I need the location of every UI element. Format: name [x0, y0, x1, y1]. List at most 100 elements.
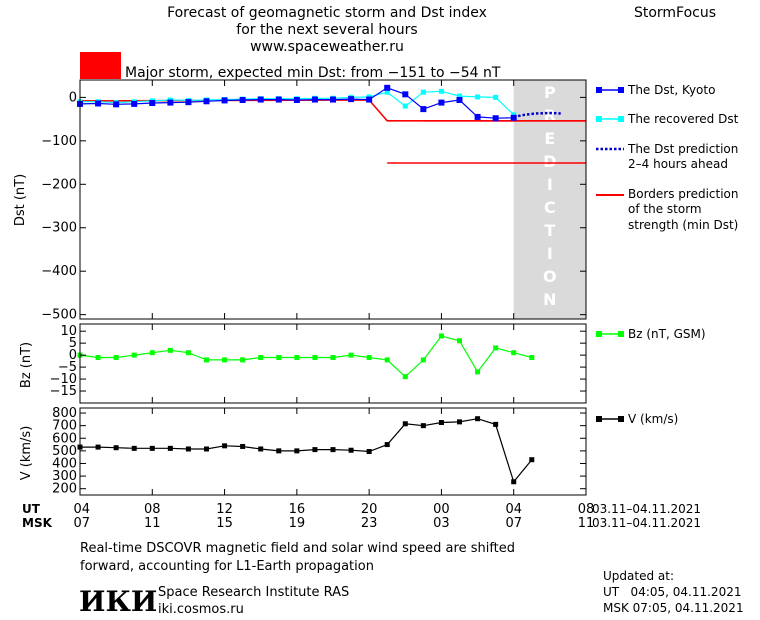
- msk-row-label: MSK: [22, 516, 53, 530]
- x-tick-label-ut: 08: [578, 502, 595, 517]
- y-tick-label: 800: [52, 406, 77, 421]
- bz-point: [348, 352, 354, 358]
- dst-axis-label: Dst (nT): [13, 174, 28, 226]
- y-tick-label: −15: [50, 384, 77, 399]
- y-tick-label: −200: [41, 177, 77, 192]
- dst-kyoto-point: [185, 99, 192, 106]
- x-tick-label-msk: 11: [578, 516, 595, 531]
- site-url: www.spaceweather.ru: [250, 39, 404, 55]
- dst-kyoto-point: [293, 96, 300, 103]
- y-tick-label: 500: [52, 444, 77, 459]
- brand-name: StormFocus: [634, 5, 716, 21]
- legend-borders-label-3: strength (min Dst): [628, 218, 738, 232]
- dst-kyoto-point: [510, 114, 517, 121]
- chart-subtitle: for the next several hours: [236, 22, 417, 38]
- bz-point: [420, 357, 426, 363]
- y-tick-label: 600: [52, 431, 77, 446]
- prediction-band-letter: R: [544, 106, 556, 125]
- bz-line: [79, 335, 532, 378]
- ut-date-range: 03.11–04.11.2021: [592, 502, 701, 516]
- y-tick-label: 0: [69, 90, 77, 105]
- dst-kyoto-point: [203, 98, 210, 105]
- legend-borders: Borders prediction of the storm strength…: [596, 187, 739, 232]
- footer-note-line-2: forward, accounting for L1-Earth propaga…: [80, 559, 374, 574]
- storm-status-text: Major storm, expected min Dst: from −151…: [125, 65, 501, 81]
- v-point: [294, 448, 300, 454]
- dst-kyoto-line: [79, 87, 514, 119]
- bz-point: [438, 333, 444, 339]
- updated-label: Updated at:: [603, 569, 674, 583]
- y-tick-label: 200: [52, 482, 77, 497]
- dst-kyoto-point: [239, 96, 246, 103]
- x-tick-label-ut: 12: [216, 502, 233, 517]
- recovered-dst-point: [438, 88, 444, 94]
- prediction-band-letter: E: [544, 129, 555, 148]
- dst-kyoto-point: [420, 106, 427, 113]
- v-point: [312, 447, 318, 453]
- v-point: [95, 444, 101, 450]
- legend-bz-label: Bz (nT, GSM): [628, 327, 706, 341]
- v-point: [204, 446, 209, 452]
- v-line: [80, 418, 533, 484]
- v-point: [475, 416, 481, 422]
- y-tick-label: 10: [60, 324, 77, 339]
- prediction-band-letter: O: [543, 267, 557, 286]
- bz-point: [475, 369, 481, 375]
- x-tick-label-ut: 20: [361, 502, 378, 517]
- bz-point: [493, 345, 499, 351]
- x-tick-label-ut: 16: [289, 502, 306, 517]
- x-tick-label-msk: 15: [216, 516, 233, 531]
- dst-kyoto-point: [348, 96, 355, 103]
- bz-point: [113, 355, 119, 361]
- v-point: [276, 448, 282, 454]
- bz-point: [276, 355, 282, 361]
- recovered-dst-point: [402, 103, 408, 109]
- v-point: [457, 419, 462, 425]
- dst-kyoto-point: [113, 101, 120, 108]
- bz-point: [240, 357, 246, 363]
- prediction-band-letter: C: [544, 198, 556, 217]
- bz-point: [384, 357, 390, 363]
- dst-kyoto-point: [438, 99, 445, 106]
- x-tick-label-msk: 23: [361, 516, 378, 531]
- bz-point: [131, 352, 137, 358]
- y-tick-label: 300: [52, 469, 77, 484]
- recovered-dst-point: [457, 93, 462, 99]
- v-point: [131, 445, 137, 451]
- v-point: [113, 445, 119, 451]
- dst-kyoto-point: [474, 113, 481, 120]
- y-tick-label: 400: [52, 456, 77, 471]
- v-point: [511, 479, 517, 485]
- legend-dst-kyoto-label: The Dst, Kyoto: [627, 83, 715, 97]
- v-point: [348, 447, 354, 453]
- legend-recovered-dst: The recovered Dst: [596, 112, 739, 126]
- y-tick-label: −10: [50, 372, 77, 387]
- bz-point: [185, 350, 191, 356]
- x-tick-label-msk: 11: [144, 516, 161, 531]
- v-point: [402, 421, 408, 427]
- recovered-dst-point: [493, 94, 499, 100]
- legend: The Dst, Kyoto The recovered Dst The Dst…: [596, 83, 739, 426]
- bz-point: [312, 355, 318, 361]
- legend-borders-label: Borders prediction: [628, 187, 739, 201]
- legend-dst-prediction: The Dst prediction 2–4 hours ahead: [596, 142, 738, 171]
- x-tick-label-msk: 19: [289, 516, 306, 531]
- v-point: [330, 447, 336, 453]
- bz-point: [402, 374, 408, 380]
- bz-point: [167, 347, 173, 353]
- dst-kyoto-point: [366, 96, 373, 103]
- v-axis-label: V (km/s): [19, 426, 34, 481]
- x-tick-label-ut: 04: [505, 502, 522, 517]
- dst-kyoto-point: [221, 97, 228, 104]
- dst-kyoto-point: [492, 115, 499, 122]
- legend-dst-kyoto: The Dst, Kyoto: [596, 83, 715, 97]
- bz-point: [149, 350, 155, 356]
- bz-point: [366, 355, 372, 361]
- v-point: [149, 445, 155, 451]
- prediction-band-letter: I: [547, 175, 553, 194]
- y-tick-label: −300: [41, 221, 77, 236]
- y-tick-label: −400: [41, 264, 77, 279]
- iki-logo: ИКИ: [79, 585, 157, 618]
- x-tick-label-ut: 00: [433, 502, 450, 517]
